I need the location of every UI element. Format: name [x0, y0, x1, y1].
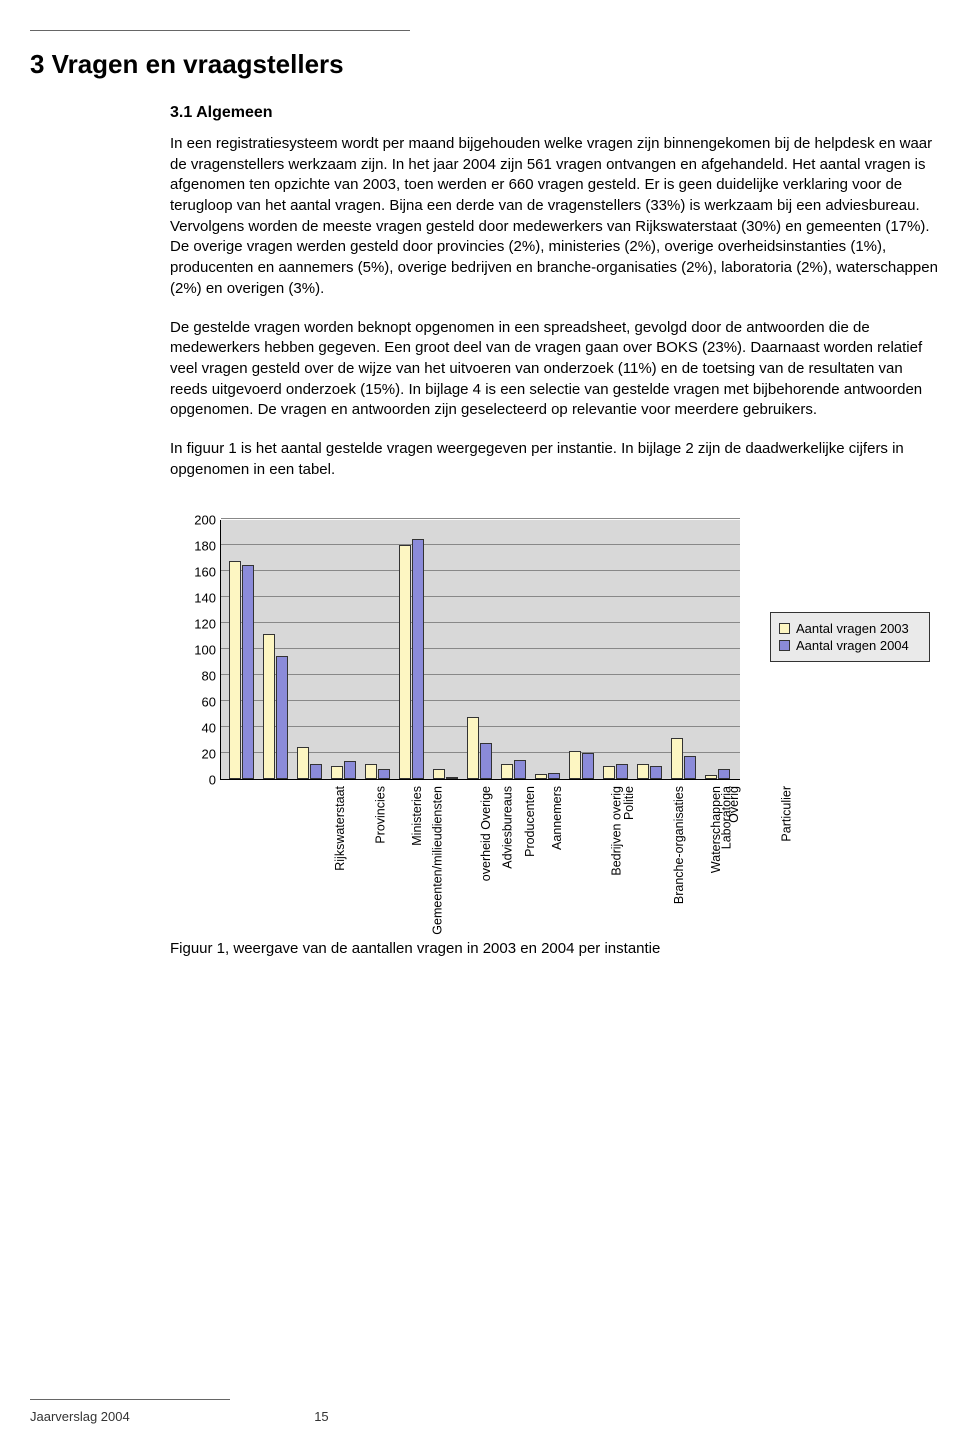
y-axis-label: 120 — [184, 617, 216, 632]
bar — [399, 545, 411, 779]
bar — [684, 756, 696, 779]
x-axis-label: Ministeries — [410, 786, 424, 846]
paragraph-2: De gestelde vragen worden beknopt opgeno… — [170, 318, 940, 421]
grid-line — [221, 674, 740, 675]
legend-item: Aantal vragen 2004 — [779, 638, 921, 653]
bar — [548, 773, 560, 780]
legend-swatch — [779, 623, 790, 634]
y-axis-label: 20 — [184, 747, 216, 762]
bar — [297, 747, 309, 780]
x-axis-label: Particulier — [780, 786, 794, 842]
x-axis-label: overheid Overige — [479, 786, 493, 881]
grid-line — [221, 596, 740, 597]
bar — [718, 769, 730, 779]
bar — [582, 753, 594, 779]
y-axis-label: 160 — [184, 565, 216, 580]
bar — [412, 539, 424, 780]
bar — [276, 656, 288, 780]
paragraph-1: In een registratiesysteem wordt per maan… — [170, 134, 940, 300]
x-axis-label: Adviesbureaus — [501, 786, 515, 869]
x-axis-label: Gemeenten/milieudiensten — [431, 786, 445, 935]
y-axis-label: 60 — [184, 695, 216, 710]
bar — [229, 561, 241, 779]
y-axis-label: 40 — [184, 721, 216, 736]
grid-line — [221, 570, 740, 571]
chart-caption: Figuur 1, weergave van de aantallen vrag… — [170, 940, 660, 957]
content-block: 3.1 Algemeen In een registratiesysteem w… — [170, 104, 940, 480]
bar — [310, 764, 322, 780]
bar — [263, 634, 275, 780]
page-title: 3 Vragen en vraagstellers — [30, 49, 920, 80]
chart-plot — [220, 520, 740, 780]
bar — [671, 738, 683, 780]
x-axis-label: Aannemers — [550, 786, 564, 850]
bar — [480, 743, 492, 779]
grid-line — [221, 622, 740, 623]
bar — [650, 766, 662, 779]
legend-label: Aantal vragen 2003 — [796, 621, 909, 636]
y-axis-label: 0 — [184, 773, 216, 788]
bar — [569, 751, 581, 780]
footer-left: Jaarverslag 2004 — [30, 1409, 130, 1424]
paragraph-3: In figuur 1 is het aantal gestelde vrage… — [170, 439, 940, 480]
bar — [242, 565, 254, 780]
grid-line — [221, 700, 740, 701]
footer-page-number: 15 — [314, 1409, 328, 1424]
grid-line — [221, 726, 740, 727]
x-axis-label: Politie — [622, 786, 636, 820]
bar — [501, 764, 513, 780]
x-axis-label: Branche-organisaties — [672, 786, 686, 904]
bar — [467, 717, 479, 779]
bar — [344, 761, 356, 779]
chart-legend: Aantal vragen 2003 Aantal vragen 2004 — [770, 612, 930, 662]
legend-swatch — [779, 640, 790, 651]
bar — [378, 769, 390, 779]
bar — [616, 764, 628, 780]
chart-area: 020406080100120140160180200 Rijkswaterst… — [170, 520, 940, 940]
y-axis-label: 200 — [184, 513, 216, 528]
bar — [433, 769, 445, 779]
x-axis-label: Producenten — [523, 786, 537, 857]
legend-label: Aantal vragen 2004 — [796, 638, 909, 653]
section-title: 3.1 Algemeen — [170, 104, 940, 122]
x-axis-label: Rijkswaterstaat — [333, 786, 347, 871]
y-axis-label: 80 — [184, 669, 216, 684]
bar — [331, 766, 343, 779]
footer-rule — [30, 1399, 230, 1400]
legend-item: Aantal vragen 2003 — [779, 621, 921, 636]
y-axis-label: 180 — [184, 539, 216, 554]
y-axis-label: 100 — [184, 643, 216, 658]
bar — [603, 766, 615, 779]
grid-line — [221, 518, 740, 519]
x-axis-label: Overig — [727, 786, 741, 823]
bar — [446, 777, 458, 779]
bar — [514, 760, 526, 780]
bar — [705, 775, 717, 779]
bar — [365, 764, 377, 780]
grid-line — [221, 648, 740, 649]
bar — [535, 774, 547, 779]
page-footer: Jaarverslag 2004 15 — [30, 1399, 930, 1426]
top-rule — [30, 30, 410, 31]
grid-line — [221, 544, 740, 545]
bar — [637, 764, 649, 780]
x-axis-label: Provincies — [374, 786, 388, 844]
y-axis-label: 140 — [184, 591, 216, 606]
